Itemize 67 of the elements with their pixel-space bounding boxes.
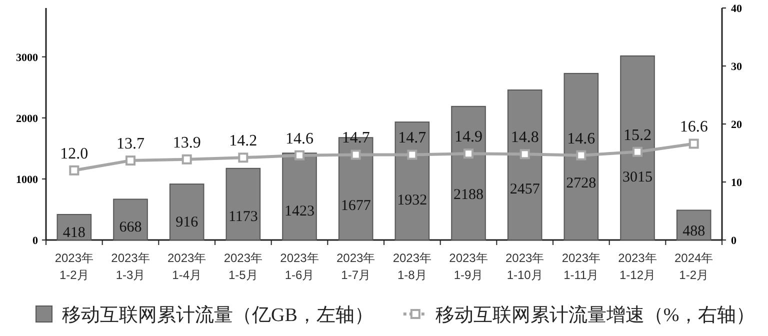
x-tick-label: 2023年 1-2月 — [54, 251, 94, 282]
bar — [507, 89, 542, 240]
data-label: 1677 — [340, 198, 372, 214]
y2-tick-label: 40 — [731, 3, 742, 15]
data-label: 14.8 — [510, 129, 539, 146]
point — [350, 150, 361, 160]
y-tick-label: 0 — [32, 235, 38, 247]
y2-tick-label: 20 — [731, 119, 742, 131]
x-tick-label: 2023年 1-6月 — [280, 251, 319, 282]
bar — [226, 168, 261, 240]
y-tick-label: 1000 — [16, 174, 38, 186]
point — [126, 156, 136, 166]
point — [520, 149, 530, 160]
data-label: 15.2 — [624, 126, 652, 144]
y2-tick-label: 0 — [731, 235, 737, 247]
y2-tick-label: 30 — [731, 61, 742, 73]
data-label: 14.7 — [398, 130, 426, 147]
data-label: 1423 — [284, 204, 314, 220]
y-tick-label: 3000 — [16, 52, 38, 64]
bar — [620, 55, 655, 240]
bar — [394, 122, 430, 240]
bar — [451, 106, 486, 240]
x-tick-label: 2023年 1-4月 — [167, 251, 206, 282]
data-label: 916 — [176, 214, 199, 230]
data-label: 1173 — [228, 208, 258, 225]
bar — [564, 72, 599, 240]
data-label: 12.0 — [60, 145, 88, 162]
x-tick-label: 2023年 1-8月 — [392, 251, 432, 282]
data-label: 14.9 — [454, 128, 482, 146]
point — [407, 150, 418, 160]
data-label: 668 — [119, 220, 142, 236]
data-label: 2188 — [454, 187, 484, 204]
data-label: 14.6 — [286, 130, 314, 148]
x-tick-label: 2023年 1-11月 — [562, 251, 601, 282]
data-label: 13.7 — [116, 136, 144, 153]
data-label: 3015 — [622, 170, 652, 186]
x-tick-label: 2023年 1-7月 — [336, 251, 376, 282]
data-label: 2457 — [510, 182, 540, 198]
point — [182, 154, 192, 164]
y-tick-label: 2000 — [16, 112, 38, 125]
data-label: 2728 — [566, 176, 596, 192]
x-tick-label: 2023年 1-12月 — [618, 251, 657, 282]
legend-label: 移动互联网累计流量增速（%，右轴） — [435, 304, 756, 326]
x-tick-label: 2023年 1-3月 — [111, 251, 150, 282]
x-tick-label: 2024年 1-2月 — [674, 251, 714, 282]
data-label: 16.6 — [680, 118, 708, 136]
point — [238, 152, 248, 163]
legend-label: 移动互联网累计流量（亿GB，左轴） — [62, 304, 374, 326]
x-tick-label: 2023年 1-10月 — [505, 251, 544, 282]
point — [688, 138, 699, 149]
data-label: 488 — [682, 224, 706, 240]
bar — [113, 198, 148, 240]
data-label: 14.2 — [229, 132, 258, 150]
data-label: 13.9 — [172, 134, 201, 152]
point — [294, 150, 304, 160]
point — [576, 150, 586, 160]
bar — [282, 152, 317, 240]
data-label: 14.6 — [567, 130, 596, 148]
x-tick-label: 2023年 1-5月 — [224, 251, 263, 282]
point — [632, 146, 642, 157]
data-label: 1932 — [397, 192, 428, 209]
data-label: 418 — [62, 225, 86, 242]
point — [69, 165, 80, 176]
point — [464, 148, 474, 159]
x-tick-label: 2023年 1-9月 — [449, 251, 488, 282]
bar — [169, 184, 204, 240]
y2-tick-label: 10 — [731, 177, 742, 189]
